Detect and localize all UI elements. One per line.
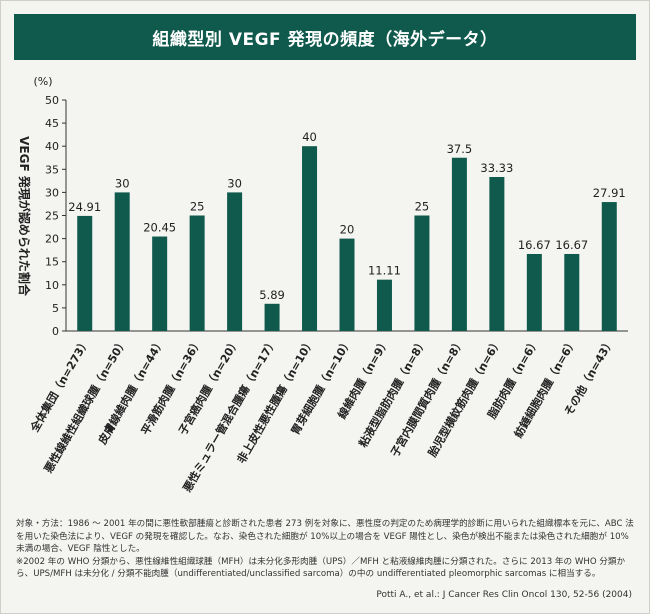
methods-notes: 対象・方法：1986 ～ 2001 年の間に悪性軟部腫瘍と診断された患者 273… [16,518,636,581]
bar-value-label: 25 [190,200,205,214]
x-category-label: 子宮内膜間質肉腫（n=8） [388,336,467,460]
x-axis-labels: 全体集団（n=273）悪性線維性組織球腫（n=50）皮膚線維肉腫（n=44）平滑… [27,336,617,495]
bar-value-label: 30 [227,176,242,190]
bar-value-label: 20 [340,223,355,237]
bar [489,177,505,331]
y-tick-label: 45 [45,117,59,130]
bar [227,192,243,331]
bar-value-label: 20.45 [143,221,176,235]
x-category-label: 胎児型横紋筋肉腫（n=6） [424,336,504,461]
bar-value-label: 30 [115,176,130,190]
x-category-label: 非上皮性悪性腫瘍（n=10） [234,336,317,466]
y-tick-label: 35 [45,163,59,176]
bar-value-label: 24.91 [68,200,101,214]
bar [152,236,168,331]
bar [189,215,205,331]
y-tick-label: 15 [45,256,59,269]
bar-value-label: 27.91 [593,186,626,200]
y-tick-label: 0 [52,325,59,338]
bar-value-label: 11.11 [368,264,401,278]
y-tick-label: 50 [45,94,59,107]
y-tick-label: 25 [45,210,59,223]
bar [526,253,542,331]
bar [564,253,580,331]
bar [264,303,280,331]
bar [376,279,392,331]
bar-value-label: 16.67 [518,238,551,252]
y-tick-label: 5 [52,302,59,315]
x-category-label: 粘液型脂肪肉腫（n=8） [356,336,430,450]
bars [77,146,617,331]
bar-value-label: 5.89 [259,288,285,302]
methods-note: 対象・方法：1986 ～ 2001 年の間に悪性軟部腫瘍と診断された患者 273… [16,519,634,555]
bar [114,192,130,331]
y-tick-label: 10 [45,279,59,292]
bar-chart: 0 5 10 15 20 25 30 35 40 45 50 24.91 30 20.45 25 30 5.8… [17,75,628,495]
chart-title: 組織型別 VEGF 発現の頻度（海外データ） [14,14,636,60]
classification-note: ※2002 年の WHO 分類から、悪性線維性組織球腫（MFH）は未分化多形肉腫… [16,556,626,580]
bar [339,238,355,331]
bar-value-label: 33.33 [480,161,513,175]
bar [414,215,430,331]
y-axis-unit: (%) [33,75,52,88]
y-tick-label: 40 [45,140,59,153]
y-tick-label: 30 [45,186,59,199]
y-tick-label: 20 [45,233,59,246]
bar-value-label: 16.67 [555,238,588,252]
bar [451,157,467,331]
bar-value-label: 37.5 [447,142,473,156]
bar [302,146,318,331]
bar-value-label: 25 [415,200,430,214]
value-labels: 24.91 30 20.45 25 30 5.89 40 20 11.11 25 37.5 33.33… [68,130,625,302]
bar [77,215,93,331]
x-category-label: 皮膚線維肉腫（n=44） [94,336,167,448]
citation: Potti A., et al.: J Cancer Res Clin Onco… [376,590,632,600]
bar [601,202,617,331]
bar-value-label: 40 [302,130,317,144]
y-axis-label: VEGF 発現が認められた割合 [17,136,32,297]
